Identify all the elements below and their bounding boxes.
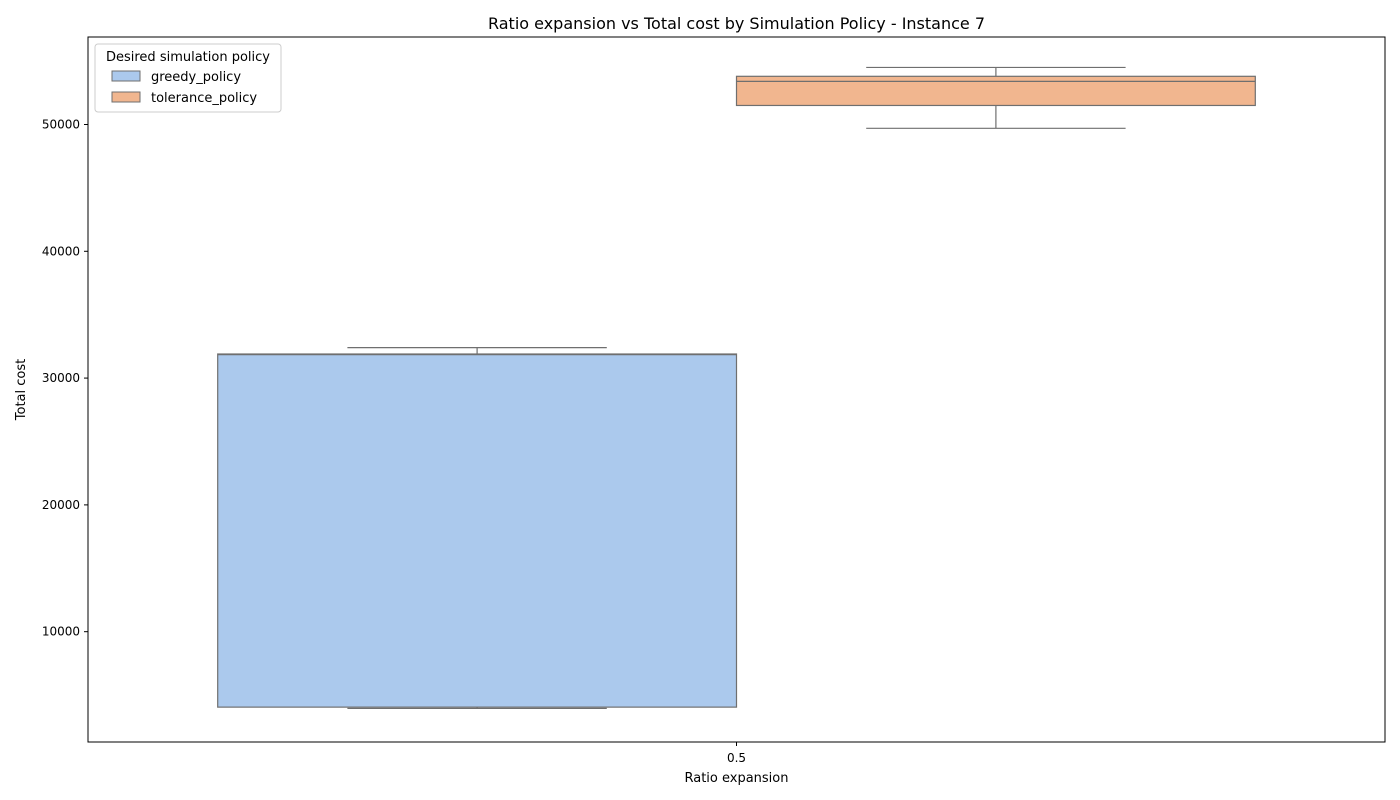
legend-swatch xyxy=(111,70,141,82)
legend-entry: tolerance_policy xyxy=(151,91,257,106)
legend: Desired simulation policy greedy_policyto… xyxy=(94,43,282,113)
y-tick-label: 50000 xyxy=(42,117,80,131)
box-body xyxy=(217,353,738,708)
y-axis-label: Total cost xyxy=(14,359,29,421)
x-tick-label: 0.5 xyxy=(727,751,746,765)
y-axis: 10000 20000 30000 40000 50000 xyxy=(42,117,88,639)
legend-frame xyxy=(94,43,282,113)
legend-title: Desired simulation policy xyxy=(106,50,270,65)
chart-title: Ratio expansion vs Total cost by Simulat… xyxy=(488,14,985,33)
legend-entry: greedy_policy xyxy=(151,70,241,85)
y-tick-label: 40000 xyxy=(42,244,80,258)
box-greedy-policy xyxy=(217,347,738,709)
box-tolerance-policy xyxy=(735,66,1256,129)
box-body xyxy=(735,75,1256,107)
x-axis-label: Ratio expansion xyxy=(684,771,788,786)
y-tick-label: 10000 xyxy=(42,625,80,639)
x-axis: 0.5 xyxy=(727,742,746,765)
y-tick-label: 30000 xyxy=(42,371,80,385)
box-groups xyxy=(217,66,1256,709)
y-tick-label: 20000 xyxy=(42,498,80,512)
legend-swatch xyxy=(111,91,141,103)
